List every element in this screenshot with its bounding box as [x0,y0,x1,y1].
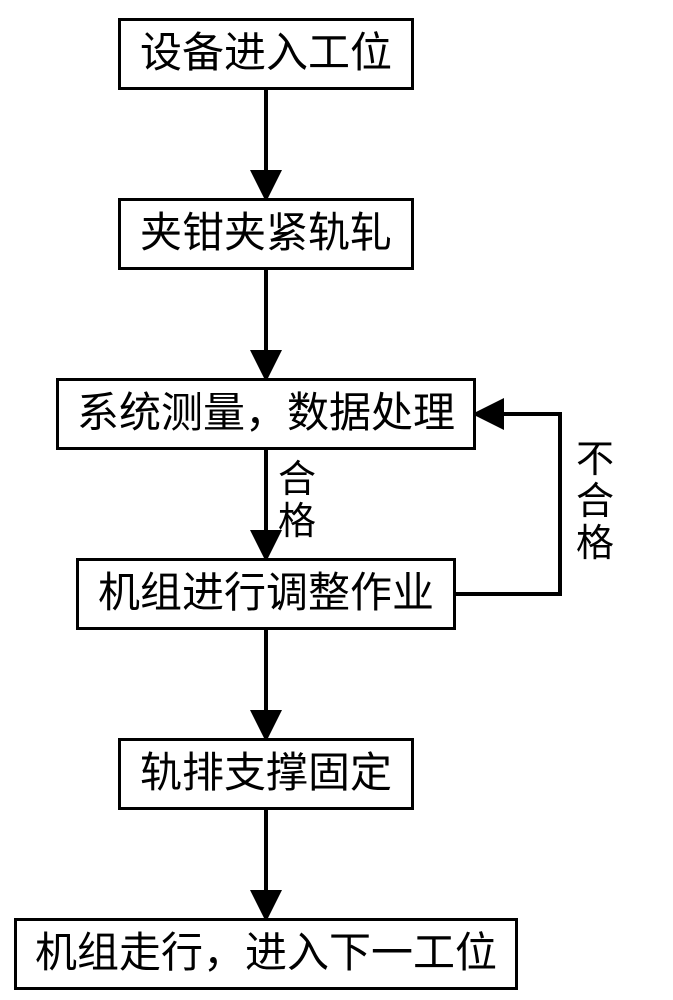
flowchart-edge-label: 合格 [278,460,316,544]
flowchart-edge-label-text: 不合格 [576,439,614,565]
flowchart-edge-label: 不合格 [576,440,614,565]
flowchart-node-n6: 机组走行，进入下一工位 [14,918,518,990]
flowchart-node-n2: 夹钳夹紧轨轧 [118,198,414,270]
flowchart-arrows [0,0,673,1000]
flowchart-node-label: 轨排支撑固定 [140,751,392,797]
flowchart-edge-label-text: 合格 [278,459,316,543]
flowchart-node-n1: 设备进入工位 [118,18,414,90]
flowchart-node-label: 设备进入工位 [140,31,392,77]
flowchart-node-label: 夹钳夹紧轨轧 [140,211,392,257]
flowchart-node-n3: 系统测量，数据处理 [56,378,476,450]
flowchart-node-label: 机组进行调整作业 [98,571,434,617]
flowchart-node-label: 机组走行，进入下一工位 [35,931,497,977]
flowchart-node-label: 系统测量，数据处理 [77,391,455,437]
flowchart-node-n4: 机组进行调整作业 [76,558,456,630]
flowchart-node-n5: 轨排支撑固定 [118,738,414,810]
